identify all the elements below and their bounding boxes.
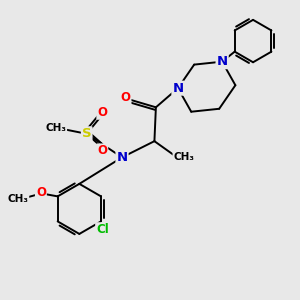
Text: O: O	[97, 106, 107, 119]
Text: Cl: Cl	[96, 223, 109, 236]
Text: N: N	[172, 82, 184, 95]
Text: O: O	[97, 144, 107, 158]
Text: O: O	[121, 91, 130, 104]
Text: CH₃: CH₃	[173, 152, 194, 162]
Text: CH₃: CH₃	[45, 123, 66, 133]
Text: CH₃: CH₃	[8, 194, 29, 204]
Text: S: S	[82, 127, 92, 140]
Text: O: O	[36, 186, 46, 199]
Text: N: N	[217, 55, 228, 68]
Text: N: N	[116, 151, 128, 164]
